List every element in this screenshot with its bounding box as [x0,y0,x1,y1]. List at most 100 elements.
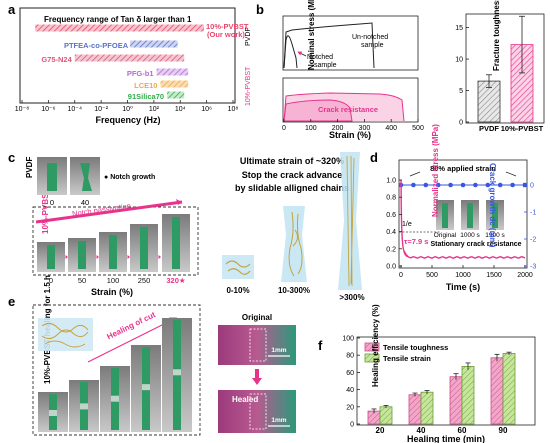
healing-arrow [87,317,178,363]
panel-f-frame [356,336,536,426]
chain-schematic-2 [338,152,362,290]
freq-bar-sub-0: (Our work) [207,30,245,39]
d-ytick-label: 1.0 [386,178,396,185]
freq-bar-1 [130,40,178,48]
freq-bar-4 [160,80,189,88]
d-photo-label-1000: 1000 s [460,232,480,239]
panel-b-sample-label-2: sample [361,42,384,49]
applied-strain-label: 80% applied strain [430,164,496,173]
a-tick-label: 10² [149,106,160,113]
pvbst-photo-box [32,206,199,276]
b-tick-label: 100 [305,125,317,132]
pvbst-seq-arrow-2 [127,255,130,259]
healing-schematic [38,318,93,351]
d-ytick-label: 0.4 [386,229,396,236]
f-category-label: 90 [499,426,508,435]
a-tick-label: 10⁶ [201,106,212,113]
panel-b-pvdf-label: PVDF [245,27,252,46]
panel-b-xlabel: Strain (%) [329,130,371,140]
f-bar-s1-2 [461,365,475,425]
panel-b-notched-label: Notched [307,54,333,61]
stop-crack-text-1: Stop the crack advance [242,170,343,180]
panel-f-ylabel: Healing efficiency (%) [371,304,380,387]
micrograph-healed-box [249,393,267,430]
pvbst-strain-label-3: 250 [138,276,151,285]
crack-growth-point-8 [497,182,503,188]
pvbst-strain-label-2: 100 [107,276,120,285]
b-bar-ytick-label: 0 [459,120,463,127]
panel-a: a Frequency range of Tan δ larger than 1… [8,2,249,125]
b-tick-label: 300 [359,125,371,132]
freq-bar-0 [35,24,204,32]
panel-f-yticks: 0 20 40 60 80 100 [342,336,360,429]
notch-growth-label: ● Notch growth [104,174,155,181]
panel-b-bar-yticks: 0 5 10 15 [455,25,469,127]
d-xtick-label: 0 [399,272,403,279]
panel-c-letter: c [8,150,15,165]
panel-f: f 0 20 40 60 80 100 20 40 60 90 Tensile toughnes… [318,304,536,443]
micrograph-arrowhead [252,378,262,385]
chain-coil-1 [288,211,303,277]
a-tick-label: 10⁻² [94,106,108,113]
crack-growth-point-5 [460,182,466,188]
b-bar-category: PVDF [479,124,499,133]
f-bar-s1-0 [379,406,393,425]
notched-arrow [297,51,307,57]
panel-f-xlabel: Healing time (min) [407,434,485,443]
pvdf-notched-curve [283,35,298,69]
panel-c: c PVDF 10%-PVBST 0 40 ● Notch growth Not… [8,150,365,302]
d-ytick-label: 0.8 [386,195,396,202]
chain-aligned-2 [346,155,355,287]
pvbst-specimen-4 [172,217,180,269]
panel-b-bars [477,15,534,123]
panel-b-bar-categories: PVDF 10%-PVBST [479,124,544,133]
f-legend-label-1: Tensile strain [383,354,431,363]
d-ytick-label: 0.2 [386,246,396,253]
stage-label-1: 10-300% [278,286,310,295]
panel-d-right-yticks: 0 -1 -2 -3 [524,183,536,271]
healing-chains [41,322,89,348]
stationary-label: Stationary crack resistance [430,241,521,248]
panel-c-pvbst-label: 10%-PVBST [41,189,50,234]
stop-crack-text-2: by slidable alligned chains [235,183,349,193]
freq-bar-label-3: PFG-b1 [127,69,154,78]
heal-cut-3 [142,384,150,391]
micrograph-healed-label: Healed [232,395,258,404]
applied-arrow-left [409,171,421,177]
notch-passivation-arrowhead [176,199,182,205]
pvbst-specimen-1 [78,241,86,269]
a-tick-label: 10⁴ [175,106,186,113]
stress-relaxation-curve [400,179,526,259]
pvbst-specimen-3 [140,227,148,269]
micrograph-original [218,325,296,365]
panel-f-categories: 20 40 60 90 [376,426,508,435]
panel-c-strain-label: Strain (%) [91,287,133,297]
f-ytick-label: 0 [350,422,354,429]
panel-b-xticks: 0 100 200 300 400 500 [282,119,424,132]
freq-bar-label-5: 91Silica70 [128,92,164,101]
chain-coil-0 [225,260,251,275]
panel-b-pvdf-frame [282,15,419,71]
f-ytick-label: 60 [346,370,354,377]
d-photo-label-original: Original [434,232,457,239]
heal-cut-4 [173,369,181,376]
pvbst-specimen-2 [109,235,117,269]
panel-d-yticks: 0.0 0.2 0.4 0.6 0.8 1.0 [386,178,402,271]
pvbst-seq-arrow-0 [65,255,68,259]
panel-d-letter: d [370,150,378,165]
f-legend-swatch-0 [364,342,380,352]
panel-b-bar-frame [465,13,545,124]
pvdf-specimen-40 [80,163,92,191]
pvbst-notched-curve [283,99,353,122]
notch-passivation-arrow [35,200,183,224]
a-tick-label: 10⁻⁸ [15,106,29,113]
panel-b-unnotched-label: Un-notched [352,34,388,41]
pvdf-strain-0: 0 [50,198,54,207]
d-photo-label-1900: 1900 s [485,232,505,239]
panel-b-letter: b [256,2,264,17]
panel-a-title: Frequency range of Tan δ larger than 1 [44,15,192,24]
d-right-tick-label: 0 [530,183,534,190]
panel-f-bars [367,351,516,425]
panel-b-ylabel: Nominal stress (MPa) [307,0,316,70]
panel-a-bars: 10%-PVBST(Our work) PTFEA-co-PFOEA G75-N24… [35,22,249,101]
